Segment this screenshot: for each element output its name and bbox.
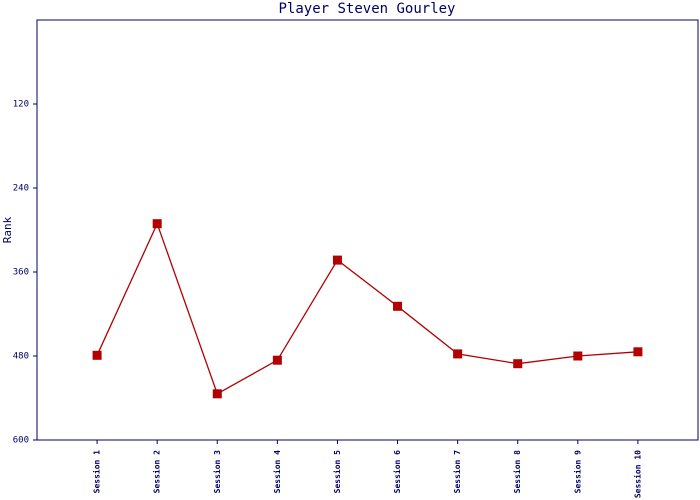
point-marker (212, 389, 222, 399)
point-marker (453, 349, 463, 359)
point-marker (332, 255, 342, 265)
point-marker (573, 351, 583, 361)
y-tick-label: 480 (13, 352, 29, 362)
x-tick-label: Session 1 (92, 450, 102, 494)
x-tick-label: Session 6 (392, 450, 402, 494)
point-marker (513, 359, 523, 369)
y-axis-label: Rank (1, 216, 14, 243)
point-marker (633, 347, 643, 357)
point-marker (92, 350, 102, 360)
x-tick-label: Session 7 (452, 450, 462, 494)
x-tick-label: Session 5 (332, 450, 342, 494)
chart-title: Player Steven Gourley (278, 1, 455, 17)
point-marker (393, 301, 403, 311)
y-tick-label: 360 (13, 268, 29, 278)
point-marker (152, 219, 162, 229)
x-tick-label: Session 10 (632, 450, 642, 498)
y-tick-label: 120 (13, 100, 29, 110)
plot-frame (36, 19, 699, 441)
point-marker (272, 355, 282, 365)
x-tick-label: Session 4 (272, 450, 282, 494)
x-tick-label: Session 8 (512, 450, 522, 494)
y-tick-label: 600 (13, 436, 29, 446)
series-line (96, 221, 638, 395)
x-tick-label: Session 3 (212, 450, 222, 494)
y-tick-label: 240 (13, 184, 29, 194)
x-tick-label: Session 2 (152, 450, 162, 494)
x-tick-label: Session 9 (572, 450, 582, 494)
